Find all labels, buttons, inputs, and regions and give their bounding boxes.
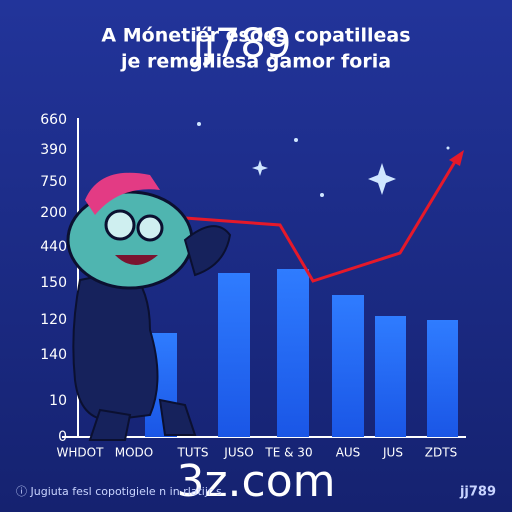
trend-arrow <box>184 150 464 283</box>
y-label: 150 <box>40 275 67 291</box>
title-line: A Mónetiér esdes copatilleas <box>101 25 410 47</box>
y-label: 440 <box>40 239 67 255</box>
x-label: TE & 30 <box>264 446 312 460</box>
y-label: 750 <box>40 174 67 190</box>
x-label: ZDTS <box>425 446 457 460</box>
y-label: 390 <box>40 142 67 158</box>
y-label: 660 <box>40 112 67 128</box>
y-label: 10 <box>49 393 67 409</box>
x-label: TUTS <box>176 446 208 460</box>
x-label: AUS <box>336 446 361 460</box>
y-label: 200 <box>40 205 67 221</box>
x-label: WHDOT <box>57 446 105 460</box>
brand: jj789 <box>459 485 496 500</box>
x-label: JUSO <box>223 446 253 460</box>
footer: ⓘ Jugiuta fesl copotigiele n in rlatijr … <box>16 485 222 498</box>
watermark: jj789 <box>192 21 292 67</box>
y-label: 0 <box>58 429 67 445</box>
stars <box>197 122 450 197</box>
y-label: 120 <box>40 312 67 328</box>
y-label: 140 <box>40 347 67 363</box>
bars <box>145 269 458 437</box>
x-label: JUS <box>382 446 403 460</box>
x-label: MODO <box>115 446 153 460</box>
title-line: je remgiliesa gamor foria <box>120 51 391 73</box>
mascot <box>66 172 232 441</box>
watermark: 3z.com <box>176 456 335 507</box>
